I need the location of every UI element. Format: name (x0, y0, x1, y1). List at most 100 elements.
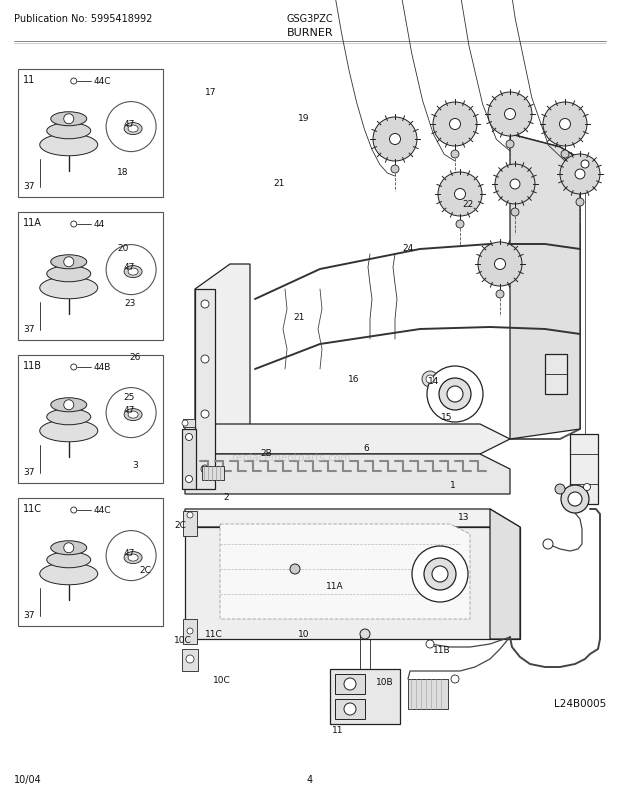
Circle shape (389, 134, 401, 145)
Circle shape (439, 379, 471, 411)
Text: 47: 47 (123, 405, 135, 414)
Text: 20: 20 (117, 244, 128, 253)
Circle shape (71, 508, 77, 513)
Circle shape (561, 151, 569, 159)
Text: 24: 24 (402, 244, 414, 253)
Text: 18: 18 (117, 168, 128, 177)
Text: 23: 23 (125, 298, 136, 308)
Text: 1: 1 (450, 480, 456, 490)
Text: 47: 47 (123, 262, 135, 271)
Bar (183, 619, 197, 644)
Text: 37: 37 (23, 468, 35, 476)
Circle shape (432, 566, 448, 582)
Text: 11: 11 (23, 75, 35, 85)
Circle shape (576, 199, 584, 207)
Text: 11C: 11C (23, 504, 42, 513)
Text: 11A: 11A (326, 581, 343, 590)
Text: 37: 37 (23, 182, 35, 191)
Circle shape (424, 558, 456, 590)
Ellipse shape (40, 277, 98, 299)
Bar (408, 679, 448, 709)
Ellipse shape (124, 124, 142, 136)
Circle shape (495, 259, 505, 270)
Text: 16: 16 (348, 375, 359, 384)
Circle shape (543, 539, 553, 549)
Text: 44C: 44C (94, 77, 111, 86)
Circle shape (106, 103, 156, 152)
Ellipse shape (46, 266, 91, 282)
Circle shape (427, 367, 483, 423)
Text: 11A: 11A (23, 217, 42, 228)
Text: 10C: 10C (174, 635, 192, 645)
Circle shape (64, 543, 74, 553)
Circle shape (561, 485, 589, 513)
Polygon shape (220, 525, 470, 619)
Text: 3: 3 (132, 460, 138, 470)
Circle shape (201, 465, 209, 473)
Circle shape (71, 221, 77, 228)
Circle shape (344, 678, 356, 691)
Text: 4: 4 (307, 774, 313, 784)
Text: 15: 15 (441, 412, 452, 422)
Text: 10: 10 (298, 629, 309, 638)
Circle shape (543, 103, 587, 147)
Circle shape (488, 93, 532, 137)
Ellipse shape (40, 135, 98, 156)
Text: 11C: 11C (205, 629, 223, 638)
Text: 14: 14 (428, 376, 440, 386)
Circle shape (559, 119, 570, 131)
Circle shape (451, 675, 459, 683)
Bar (570, 435, 598, 504)
Text: 37: 37 (23, 610, 35, 619)
Bar (18, 70, 163, 198)
Text: 2: 2 (223, 492, 229, 502)
Text: 25: 25 (123, 392, 135, 402)
Circle shape (581, 160, 589, 168)
Text: 26: 26 (130, 352, 141, 362)
Circle shape (187, 628, 193, 634)
Circle shape (496, 290, 504, 298)
Polygon shape (195, 265, 250, 489)
Text: 19: 19 (298, 113, 309, 123)
Circle shape (447, 387, 463, 403)
Circle shape (106, 388, 156, 438)
Circle shape (64, 115, 74, 124)
Text: 11B: 11B (23, 361, 42, 371)
Text: BURNER: BURNER (286, 28, 334, 38)
Ellipse shape (40, 563, 98, 585)
Text: 21: 21 (273, 178, 285, 188)
Circle shape (478, 243, 522, 286)
Circle shape (290, 565, 300, 574)
Text: Publication No: 5995418992: Publication No: 5995418992 (14, 14, 153, 24)
Circle shape (64, 257, 74, 267)
Bar (330, 669, 400, 724)
Circle shape (71, 79, 77, 85)
Text: 47: 47 (123, 548, 135, 557)
Circle shape (106, 245, 156, 295)
Text: 11: 11 (332, 725, 343, 735)
Circle shape (495, 164, 535, 205)
Ellipse shape (124, 409, 142, 421)
Circle shape (426, 640, 434, 648)
Circle shape (391, 166, 399, 174)
Bar (18, 498, 163, 626)
Circle shape (373, 118, 417, 162)
Text: 10B: 10B (376, 677, 393, 687)
Bar (545, 354, 567, 395)
Text: 44C: 44C (94, 505, 111, 514)
Ellipse shape (46, 552, 91, 568)
Circle shape (438, 172, 482, 217)
Bar (335, 699, 365, 719)
Circle shape (412, 546, 468, 602)
Circle shape (575, 170, 585, 180)
Circle shape (201, 411, 209, 419)
Bar (182, 429, 196, 489)
Text: replacementparts.com: replacementparts.com (232, 452, 351, 462)
Circle shape (560, 155, 600, 195)
Bar (18, 355, 163, 484)
Circle shape (185, 434, 192, 441)
Circle shape (360, 630, 370, 639)
Text: 44: 44 (94, 220, 105, 229)
Circle shape (422, 371, 438, 387)
Ellipse shape (51, 256, 87, 269)
